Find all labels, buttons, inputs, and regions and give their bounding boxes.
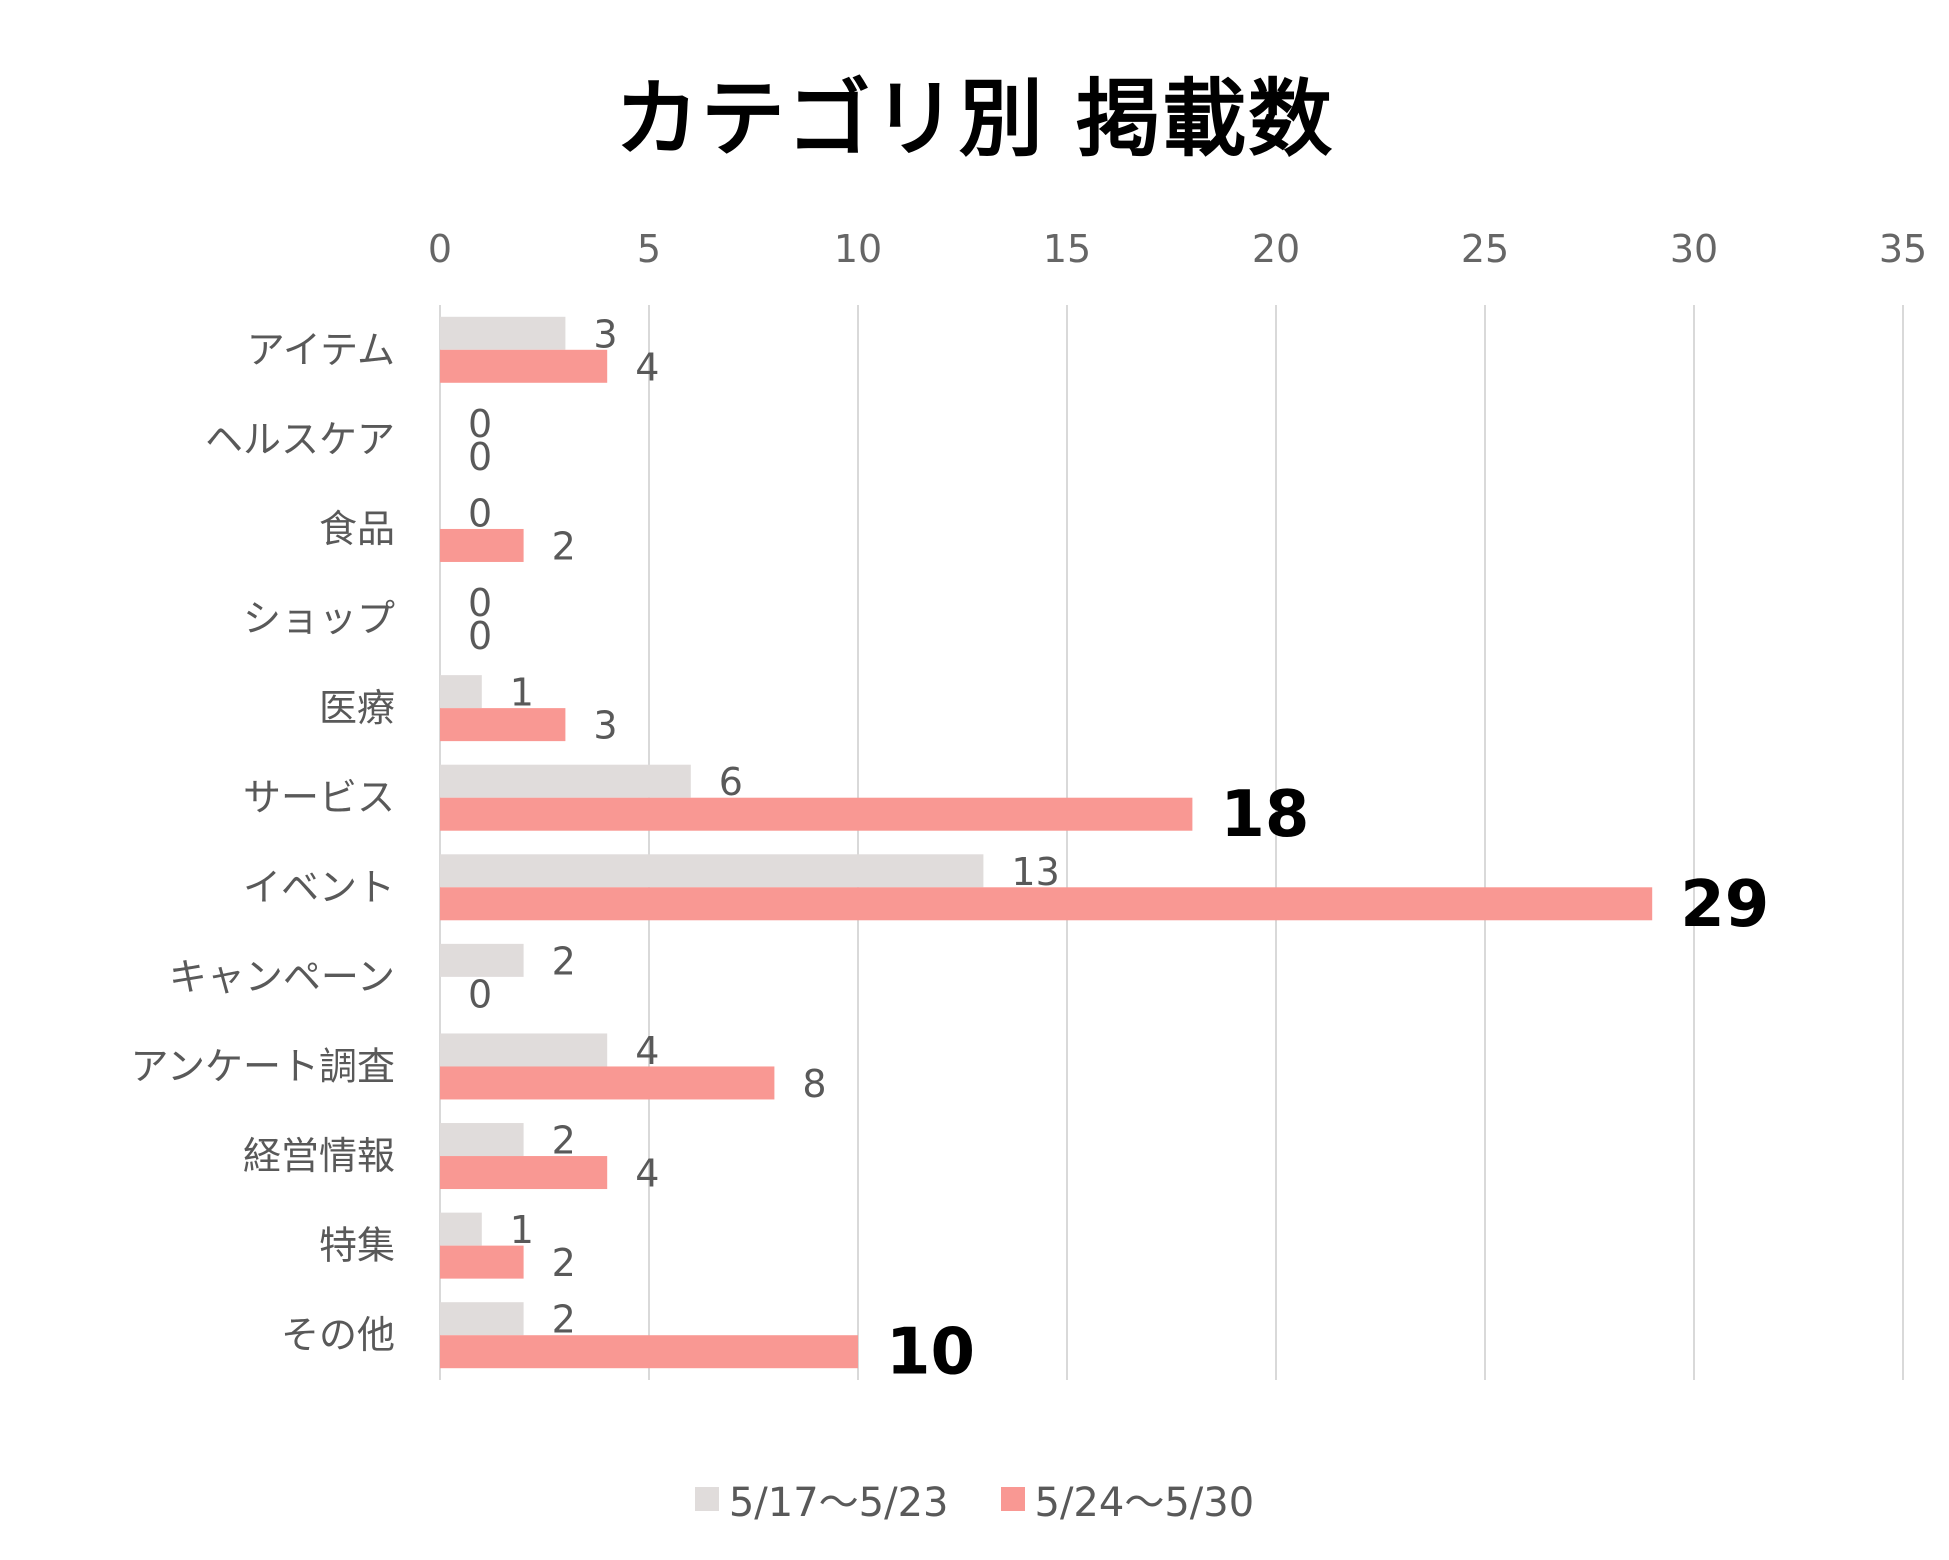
- bar-series-1: [440, 1302, 524, 1336]
- bar-series-2: [440, 1245, 524, 1279]
- data-label: 2: [552, 1119, 576, 1163]
- legend: 5/17〜5/23 5/24〜5/30: [0, 1470, 1949, 1528]
- data-label: 13: [1011, 850, 1059, 894]
- data-label: 0: [468, 435, 492, 479]
- x-tick-label: 25: [1461, 227, 1509, 271]
- legend-item-series-2: 5/24〜5/30: [1000, 1470, 1255, 1528]
- legend-label-series-1: 5/17〜5/23: [728, 1480, 949, 1526]
- data-label: 2: [552, 939, 576, 983]
- data-label: 3: [593, 704, 617, 748]
- bar-series-1: [440, 1033, 608, 1067]
- category-label: 特集: [319, 1224, 395, 1268]
- chart-title: カテゴリ別 掲載数: [614, 70, 1335, 168]
- x-tick-label: 20: [1252, 227, 1300, 271]
- category-label: アンケート調査: [131, 1044, 395, 1088]
- category-label: キャンペーン: [169, 955, 395, 999]
- data-label: 0: [468, 491, 492, 535]
- bar-series-2: [440, 887, 1653, 921]
- bar-series-1: [440, 675, 482, 709]
- legend-swatch-series-1: [694, 1487, 719, 1511]
- data-label: 2: [552, 524, 576, 568]
- x-tick-label: 0: [428, 227, 452, 271]
- data-label: 18: [1220, 778, 1309, 852]
- x-axis-ticks: 0 5 10 15 20 25 30 35: [428, 227, 1927, 271]
- bars: [440, 316, 1653, 1369]
- x-tick-label: 5: [637, 227, 661, 271]
- category-label: 経営情報: [243, 1134, 395, 1178]
- data-label: 10: [886, 1316, 975, 1390]
- legend-label-series-2: 5/24〜5/30: [1034, 1480, 1255, 1526]
- data-label: 29: [1680, 868, 1769, 942]
- bar-series-1: [440, 854, 984, 888]
- bar-series-1: [440, 943, 524, 977]
- category-labels: アイテムヘルスケア食品ショップ医療サービスイベントキャンペーンアンケート調査経営…: [131, 328, 395, 1357]
- x-tick-label: 15: [1043, 227, 1091, 271]
- data-label: 0: [468, 614, 492, 658]
- bar-series-1: [440, 1123, 524, 1157]
- data-label: 3: [593, 312, 617, 356]
- data-label: 0: [468, 972, 492, 1016]
- data-label: 1: [510, 1208, 534, 1252]
- bar-series-2: [440, 1156, 608, 1190]
- x-tick-label: 10: [834, 227, 882, 271]
- gridlines: [439, 305, 1904, 1380]
- category-label: 医療: [319, 686, 395, 730]
- data-label: 8: [802, 1062, 826, 1106]
- bar-series-2: [440, 528, 524, 562]
- bar-series-1: [440, 316, 566, 350]
- x-tick-label: 30: [1670, 227, 1718, 271]
- data-label: 1: [510, 671, 534, 715]
- category-label: イベント: [243, 865, 395, 909]
- bar-series-2: [440, 1066, 775, 1100]
- data-label: 0: [468, 402, 492, 446]
- data-label: 4: [635, 1152, 659, 1196]
- category-label: アイテム: [247, 328, 395, 372]
- data-label: 0: [468, 581, 492, 625]
- bar-series-2: [440, 1335, 858, 1369]
- legend-swatch-series-2: [1000, 1487, 1025, 1511]
- category-label: ヘルスケア: [205, 417, 395, 461]
- data-label: 4: [635, 345, 659, 389]
- bar-series-2: [440, 797, 1193, 831]
- bar-series-1: [440, 1212, 482, 1246]
- bar-series-2: [440, 349, 608, 383]
- category-label: ショップ: [243, 597, 395, 641]
- legend-item-series-1: 5/17〜5/23: [694, 1470, 949, 1528]
- bar-series-2: [440, 708, 566, 742]
- category-label: 食品: [319, 507, 395, 551]
- data-label: 2: [552, 1298, 576, 1342]
- data-label: 4: [635, 1029, 659, 1073]
- data-label: 2: [552, 1241, 576, 1285]
- x-tick-label: 35: [1879, 227, 1927, 271]
- data-label: 6: [719, 760, 743, 804]
- category-label: その他: [281, 1313, 395, 1357]
- bar-series-1: [440, 764, 691, 798]
- category-label: サービス: [243, 776, 395, 820]
